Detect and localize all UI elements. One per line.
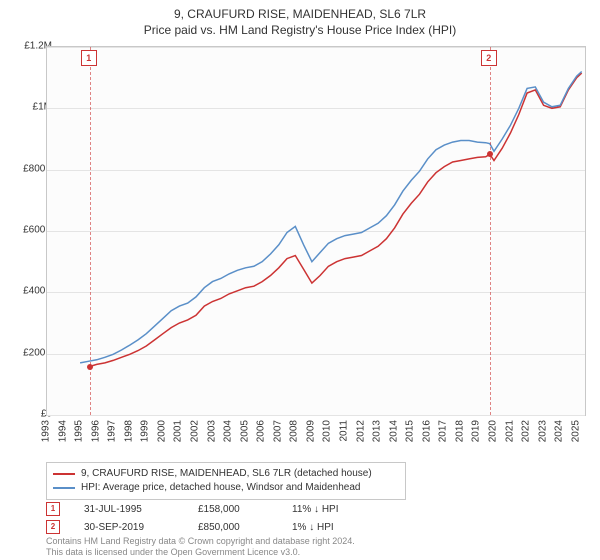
marker-guideline	[490, 47, 491, 415]
transaction-price: £850,000	[198, 522, 268, 533]
x-axis-label: 2000	[156, 420, 167, 442]
x-axis-label: 2013	[372, 420, 383, 442]
x-axis-label: 2007	[272, 420, 283, 442]
x-axis-label: 2010	[322, 420, 333, 442]
x-axis-label: 2014	[388, 420, 399, 442]
footer-line1: Contains HM Land Registry data © Crown c…	[46, 536, 355, 547]
legend-label-hpi: HPI: Average price, detached house, Wind…	[81, 481, 360, 495]
x-axis-label: 2021	[504, 420, 515, 442]
x-axis-label: 2001	[173, 420, 184, 442]
legend: 9, CRAUFURD RISE, MAIDENHEAD, SL6 7LR (d…	[46, 462, 406, 500]
transaction-date: 31-JUL-1995	[84, 504, 174, 515]
transaction-marker-icon: 2	[46, 520, 60, 534]
transactions-table: 1 31-JUL-1995 £158,000 11% ↓ HPI 2 30-SE…	[46, 502, 339, 538]
x-axis-label: 2020	[487, 420, 498, 442]
x-axis-label: 1998	[123, 420, 134, 442]
x-axis-label: 1994	[57, 420, 68, 442]
x-axis-label: 2022	[521, 420, 532, 442]
x-axis-label: 1996	[90, 420, 101, 442]
x-axis-label: 2015	[405, 420, 416, 442]
page-title-line2: Price paid vs. HM Land Registry's House …	[0, 22, 600, 38]
legend-swatch-price	[53, 473, 75, 475]
marker-guideline	[90, 47, 91, 415]
page-title-line1: 9, CRAUFURD RISE, MAIDENHEAD, SL6 7LR	[0, 6, 600, 22]
transaction-date: 30-SEP-2019	[84, 522, 174, 533]
transaction-marker-icon: 1	[46, 502, 60, 516]
transaction-row: 1 31-JUL-1995 £158,000 11% ↓ HPI	[46, 502, 339, 516]
x-axis-label: 2024	[554, 420, 565, 442]
transaction-row: 2 30-SEP-2019 £850,000 1% ↓ HPI	[46, 520, 339, 534]
marker-badge: 2	[481, 50, 497, 66]
x-axis-label: 2008	[289, 420, 300, 442]
x-axis-label: 2019	[471, 420, 482, 442]
x-axis-label: 2002	[189, 420, 200, 442]
gridline	[47, 415, 585, 416]
marker-point-icon	[87, 364, 93, 370]
x-axis-label: 2003	[206, 420, 217, 442]
footer-attribution: Contains HM Land Registry data © Crown c…	[46, 536, 355, 558]
transaction-delta: 1% ↓ HPI	[292, 522, 334, 533]
transaction-price: £158,000	[198, 504, 268, 515]
x-axis-label: 2006	[256, 420, 267, 442]
x-axis-label: 1997	[107, 420, 118, 442]
x-axis-label: 2016	[421, 420, 432, 442]
x-axis-label: 2018	[454, 420, 465, 442]
x-axis-label: 1999	[140, 420, 151, 442]
marker-badge: 1	[81, 50, 97, 66]
series-line-hpi	[80, 72, 582, 363]
x-axis-label: 1995	[74, 420, 85, 442]
x-axis-label: 2009	[305, 420, 316, 442]
footer-line2: This data is licensed under the Open Gov…	[46, 547, 355, 558]
transaction-delta: 11% ↓ HPI	[292, 504, 339, 515]
chart-plot-area	[46, 46, 586, 416]
legend-label-price: 9, CRAUFURD RISE, MAIDENHEAD, SL6 7LR (d…	[81, 467, 372, 481]
x-axis-label: 2004	[223, 420, 234, 442]
legend-swatch-hpi	[53, 487, 75, 489]
marker-point-icon	[487, 151, 493, 157]
x-axis-label: 2012	[355, 420, 366, 442]
series-line-price_paid	[90, 73, 582, 366]
x-axis-label: 2023	[537, 420, 548, 442]
x-axis-label: 1993	[41, 420, 52, 442]
x-axis-label: 2005	[239, 420, 250, 442]
x-axis-label: 2025	[570, 420, 581, 442]
x-axis-label: 2017	[438, 420, 449, 442]
x-axis-label: 2011	[338, 420, 349, 442]
